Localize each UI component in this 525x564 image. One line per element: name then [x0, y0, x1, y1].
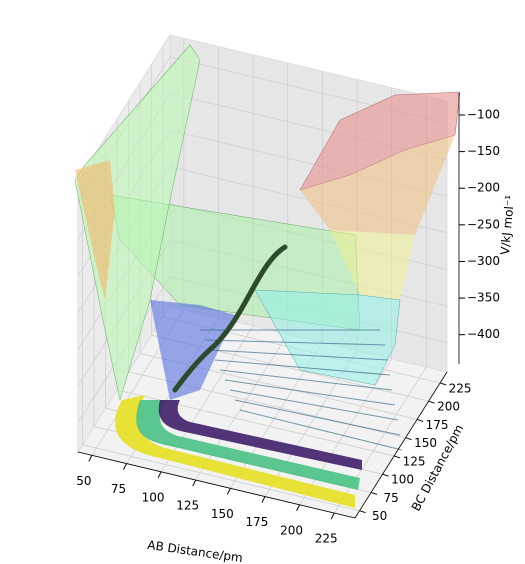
- grid-line: [333, 366, 427, 514]
- axes: 50 75 100 125 150 175 200 225 50 75 100 125 150 175 20…: [76, 93, 500, 546]
- trajectory: [172, 244, 288, 393]
- contour-inner: [158, 400, 362, 470]
- y-tick: [405, 437, 412, 441]
- y-tick: [359, 510, 366, 514]
- surface-right-yellow: [330, 230, 415, 300]
- y-tick-label: 200: [437, 400, 460, 414]
- z-tick-label: −200: [467, 181, 500, 195]
- x-tick-label: 225: [315, 532, 338, 546]
- x-tick: [123, 463, 127, 470]
- z-axis-label: V/kJ mol⁻¹: [498, 194, 517, 255]
- surface-left-warm: [75, 160, 115, 300]
- x-tick: [88, 455, 93, 462]
- surface-right-red: [299, 91, 461, 191]
- x-tick: [226, 488, 231, 495]
- z-tick-label: −250: [467, 217, 500, 231]
- x-tick-label: 150: [211, 507, 234, 521]
- surface-valley: [150, 300, 235, 400]
- y-tick-label: 150: [414, 436, 437, 450]
- z-tick-label: −300: [467, 254, 500, 268]
- y-tick: [370, 491, 378, 495]
- x-tick: [261, 496, 266, 503]
- x-tick-label: 125: [176, 499, 199, 513]
- z-tick-label: −350: [467, 291, 500, 305]
- grid-line: [195, 333, 289, 481]
- contour-lines: [200, 329, 403, 451]
- surface: [74, 44, 461, 508]
- z-tick-label: −100: [467, 107, 500, 121]
- x-axis-label: AB Distance/pm: [147, 538, 244, 564]
- z-tick-label: −150: [467, 144, 500, 158]
- x-tick-label: 100: [142, 490, 165, 504]
- grid-line: [82, 444, 360, 512]
- x-tick-label: 175: [246, 515, 269, 529]
- x-tick-label: 50: [76, 474, 91, 488]
- y-tick-label: 75: [383, 491, 398, 505]
- y-tick: [416, 418, 424, 422]
- y-tick-label: 175: [426, 418, 449, 432]
- grid-line: [299, 358, 392, 506]
- x-tick: [330, 512, 335, 520]
- y-tick: [393, 455, 401, 459]
- y-tick-label: 125: [403, 454, 426, 468]
- y-tick-label: 225: [449, 381, 472, 395]
- x-tick: [192, 479, 197, 487]
- x-tick: [296, 504, 301, 512]
- x-tick: [157, 471, 162, 479]
- surface-right-cyan: [254, 289, 401, 386]
- x-tick-label: 75: [111, 482, 126, 496]
- y-tick-label: 100: [391, 473, 414, 487]
- y-tick: [439, 382, 447, 386]
- y-axis-line: [354, 371, 448, 519]
- y-tick-label: 50: [372, 509, 387, 523]
- y-tick: [382, 473, 389, 477]
- y-tick: [428, 400, 435, 404]
- x-axis-line: [77, 451, 356, 519]
- surface-right-orange: [300, 135, 455, 235]
- z-tick-label: −400: [467, 327, 500, 341]
- x-tick-label: 200: [280, 523, 303, 537]
- contour-mid: [136, 400, 360, 490]
